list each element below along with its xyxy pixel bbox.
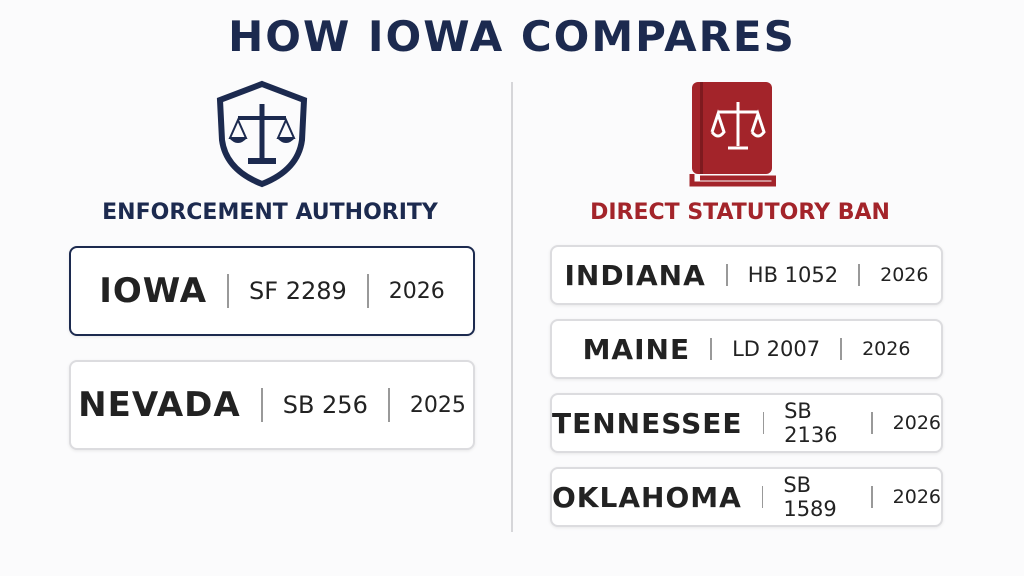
year: 2025 bbox=[409, 392, 466, 418]
divider bbox=[511, 82, 513, 532]
state-name: OKLAHOMA bbox=[552, 480, 742, 514]
state-name: NEVADA bbox=[78, 385, 241, 425]
bill-number: SB 1589 bbox=[783, 473, 837, 521]
separator bbox=[762, 411, 765, 435]
state-card: TENNESSEE SB 2136 2026 bbox=[550, 393, 943, 453]
law-book-icon bbox=[689, 82, 776, 187]
separator bbox=[260, 387, 263, 423]
separator bbox=[871, 485, 873, 509]
separator bbox=[725, 263, 728, 287]
year: 2026 bbox=[892, 412, 942, 434]
separator bbox=[858, 263, 861, 287]
state-name: TENNESSEE bbox=[552, 406, 743, 440]
column-heading: ENFORCEMENT AUTHORITY bbox=[102, 200, 438, 225]
bill-number: SF 2289 bbox=[249, 277, 347, 305]
separator bbox=[366, 273, 369, 309]
state-name: IOWA bbox=[99, 271, 208, 311]
separator bbox=[387, 387, 390, 423]
shield-icon bbox=[216, 80, 308, 188]
state-name: INDIANA bbox=[564, 258, 706, 292]
state-card: NEVADA SB 256 2025 bbox=[69, 360, 475, 450]
year: 2026 bbox=[892, 486, 942, 508]
bill-number: HB 1052 bbox=[747, 263, 839, 287]
bill-number: SB 2136 bbox=[784, 399, 838, 447]
state-card: INDIANA HB 1052 2026 bbox=[550, 245, 943, 305]
separator bbox=[761, 485, 764, 509]
column-heading: DIRECT STATUTORY BAN bbox=[590, 200, 890, 225]
year: 2026 bbox=[388, 278, 445, 304]
year: 2026 bbox=[862, 338, 911, 360]
state-name: MAINE bbox=[582, 332, 691, 366]
separator bbox=[227, 273, 230, 309]
separator bbox=[710, 337, 713, 361]
separator bbox=[840, 337, 843, 361]
bill-number: LD 2007 bbox=[732, 337, 821, 361]
title: HOW IOWA COMPARES bbox=[228, 12, 796, 61]
state-card: OKLAHOMA SB 1589 2026 bbox=[550, 467, 943, 527]
bill-number: SB 256 bbox=[282, 391, 368, 419]
state-card: MAINE LD 2007 2026 bbox=[550, 319, 943, 379]
separator bbox=[871, 411, 873, 435]
state-card: IOWA SF 2289 2026 bbox=[69, 246, 475, 336]
year: 2026 bbox=[880, 264, 929, 286]
